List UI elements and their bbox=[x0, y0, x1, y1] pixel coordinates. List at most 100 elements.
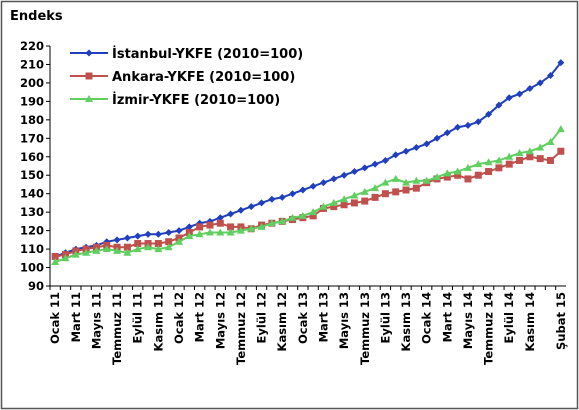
marker bbox=[288, 213, 297, 221]
x-tick-label: Mart 11 bbox=[69, 292, 83, 342]
marker bbox=[526, 84, 534, 92]
marker bbox=[309, 212, 317, 220]
x-tick-label: Mart 12 bbox=[193, 292, 207, 342]
x-tick-label: Temmuz 14 bbox=[482, 292, 496, 365]
marker bbox=[505, 160, 513, 168]
marker bbox=[268, 195, 276, 203]
marker bbox=[392, 151, 400, 159]
marker bbox=[350, 168, 358, 176]
marker bbox=[113, 236, 121, 244]
marker bbox=[474, 171, 482, 179]
marker bbox=[319, 202, 328, 210]
marker bbox=[371, 184, 380, 192]
marker bbox=[474, 160, 483, 168]
x-tick-label: Kasım 12 bbox=[275, 292, 289, 351]
marker bbox=[422, 176, 431, 184]
marker bbox=[340, 195, 349, 203]
marker bbox=[227, 210, 235, 218]
marker bbox=[340, 201, 348, 209]
x-tick-label: Ocak 13 bbox=[296, 292, 310, 344]
y-tick-label: 120 bbox=[20, 224, 44, 238]
marker bbox=[175, 227, 183, 235]
y-tick-label: 200 bbox=[20, 76, 44, 90]
marker bbox=[381, 156, 389, 164]
y-tick-label: 90 bbox=[28, 279, 44, 293]
marker bbox=[154, 240, 162, 248]
marker bbox=[247, 224, 256, 232]
marker bbox=[556, 125, 565, 133]
marker bbox=[454, 171, 462, 179]
marker bbox=[516, 156, 524, 164]
marker bbox=[205, 228, 214, 236]
y-tick-label: 140 bbox=[20, 187, 44, 201]
marker bbox=[134, 240, 142, 248]
marker bbox=[113, 246, 122, 254]
marker bbox=[309, 208, 318, 216]
marker bbox=[154, 245, 163, 253]
marker bbox=[216, 214, 224, 222]
marker bbox=[206, 221, 214, 229]
marker bbox=[505, 152, 514, 160]
marker bbox=[463, 163, 472, 171]
marker bbox=[164, 243, 173, 251]
marker bbox=[144, 230, 152, 238]
marker bbox=[381, 178, 390, 186]
marker bbox=[464, 121, 472, 129]
marker bbox=[433, 134, 441, 142]
marker bbox=[165, 228, 173, 236]
marker bbox=[495, 101, 503, 109]
y-tick-label: 130 bbox=[20, 205, 44, 219]
marker bbox=[391, 174, 400, 182]
marker bbox=[237, 206, 245, 214]
marker bbox=[216, 228, 225, 236]
marker bbox=[443, 129, 451, 137]
marker bbox=[402, 147, 410, 155]
marker bbox=[329, 198, 338, 206]
marker bbox=[175, 237, 183, 245]
x-tick-label: Mart 13 bbox=[316, 292, 330, 342]
marker bbox=[464, 175, 472, 183]
marker bbox=[505, 94, 513, 102]
marker bbox=[196, 223, 204, 231]
marker bbox=[547, 72, 555, 80]
marker bbox=[154, 230, 162, 238]
x-tick-label: Mart 14 bbox=[440, 292, 454, 342]
marker bbox=[236, 226, 245, 234]
marker bbox=[227, 223, 235, 231]
marker bbox=[392, 188, 400, 196]
marker bbox=[340, 171, 348, 179]
marker bbox=[289, 190, 297, 198]
x-tick-label: Şubat 15 bbox=[554, 292, 568, 350]
marker bbox=[278, 193, 286, 201]
marker bbox=[92, 246, 101, 254]
y-tick-label: 110 bbox=[20, 242, 44, 256]
marker bbox=[133, 245, 142, 253]
y-tick-label: 190 bbox=[20, 94, 44, 108]
marker bbox=[134, 232, 142, 240]
marker bbox=[371, 193, 379, 201]
marker bbox=[330, 203, 338, 211]
marker bbox=[267, 219, 276, 227]
x-tick-label: Temmuz 12 bbox=[234, 292, 248, 365]
marker bbox=[526, 153, 534, 161]
legend-label: İzmir-YKFE (2010=100) bbox=[112, 92, 280, 108]
marker bbox=[412, 184, 420, 192]
marker bbox=[247, 203, 255, 211]
marker bbox=[299, 186, 307, 194]
marker bbox=[547, 156, 555, 164]
marker bbox=[195, 230, 204, 238]
marker bbox=[453, 167, 462, 175]
marker bbox=[536, 79, 544, 87]
marker bbox=[278, 217, 287, 225]
marker bbox=[443, 173, 451, 181]
chart-title: Endeks bbox=[10, 9, 63, 24]
x-tick-label: Mayıs 12 bbox=[213, 292, 227, 349]
marker bbox=[123, 234, 131, 242]
marker bbox=[123, 243, 131, 251]
marker bbox=[298, 211, 307, 219]
legend-label: İstanbul-YKFE (2010=100) bbox=[112, 46, 303, 62]
marker bbox=[495, 164, 503, 172]
y-tick-label: 210 bbox=[20, 57, 44, 71]
